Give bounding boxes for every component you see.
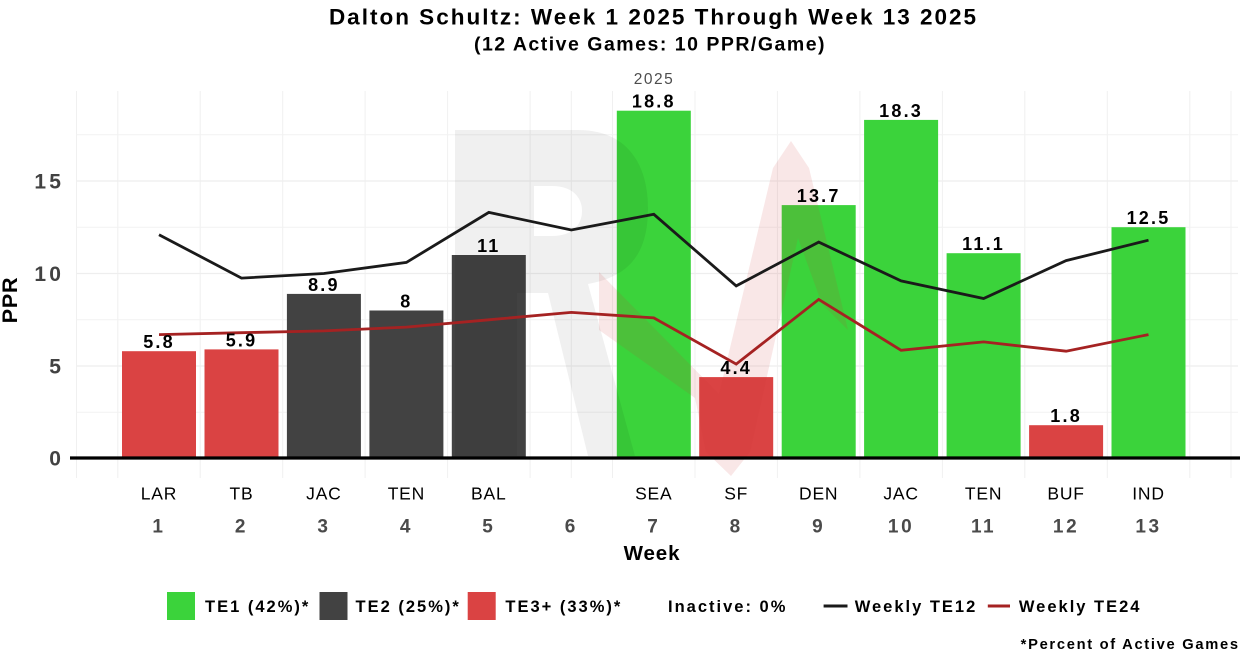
svg-text:Dalton Schultz: Week 1 2025 Th: Dalton Schultz: Week 1 2025 Through Week… xyxy=(329,4,978,29)
svg-text:8: 8 xyxy=(730,517,743,538)
svg-text:8.9: 8.9 xyxy=(308,275,340,295)
svg-text:1: 1 xyxy=(152,517,165,538)
svg-text:TE1 (42%)*: TE1 (42%)* xyxy=(205,598,310,616)
svg-text:SEA: SEA xyxy=(635,483,672,503)
svg-text:JAC: JAC xyxy=(883,483,918,503)
svg-text:PPR: PPR xyxy=(0,277,22,324)
svg-text:12: 12 xyxy=(1053,517,1079,538)
svg-text:BUF: BUF xyxy=(1047,483,1084,503)
svg-text:7: 7 xyxy=(647,517,660,538)
svg-text:IND: IND xyxy=(1132,483,1165,503)
svg-text:SF: SF xyxy=(724,483,748,503)
svg-text:8: 8 xyxy=(400,292,412,312)
svg-text:TB: TB xyxy=(230,483,254,503)
svg-text:*Percent of Active Games: *Percent of Active Games xyxy=(1021,637,1240,653)
svg-text:JAC: JAC xyxy=(306,483,341,503)
svg-text:0: 0 xyxy=(49,448,64,471)
svg-text:LAR: LAR xyxy=(141,483,177,503)
svg-text:2: 2 xyxy=(235,517,248,538)
svg-text:BAL: BAL xyxy=(471,483,506,503)
svg-text:5: 5 xyxy=(49,356,64,379)
svg-text:Week: Week xyxy=(624,542,681,565)
svg-text:(12 Active Games: 10 PPR/Game): (12 Active Games: 10 PPR/Game) xyxy=(474,34,826,56)
svg-text:2025: 2025 xyxy=(634,71,674,88)
svg-text:5: 5 xyxy=(482,517,495,538)
svg-text:Weekly TE24: Weekly TE24 xyxy=(1019,598,1142,616)
svg-text:13: 13 xyxy=(1135,517,1161,538)
svg-text:10: 10 xyxy=(34,263,64,286)
svg-text:TE2 (25%)*: TE2 (25%)* xyxy=(356,598,461,616)
svg-text:Inactive: 0%: Inactive: 0% xyxy=(668,598,787,616)
svg-text:18.3: 18.3 xyxy=(879,101,923,121)
svg-text:5.8: 5.8 xyxy=(143,332,175,352)
svg-text:TEN: TEN xyxy=(388,483,425,503)
svg-text:12.5: 12.5 xyxy=(1127,208,1171,228)
svg-text:6: 6 xyxy=(565,517,578,538)
svg-text:4: 4 xyxy=(400,517,413,538)
svg-text:TEN: TEN xyxy=(965,483,1002,503)
svg-text:Weekly TE12: Weekly TE12 xyxy=(855,598,978,616)
svg-text:11.1: 11.1 xyxy=(962,234,1005,254)
svg-text:15: 15 xyxy=(34,171,64,194)
svg-text:11: 11 xyxy=(971,517,996,538)
svg-text:13.7: 13.7 xyxy=(797,186,841,206)
svg-text:9: 9 xyxy=(812,517,825,538)
svg-text:DEN: DEN xyxy=(799,483,838,503)
svg-text:4.4: 4.4 xyxy=(720,358,752,378)
svg-text:1.8: 1.8 xyxy=(1050,406,1082,426)
svg-text:10: 10 xyxy=(888,517,914,538)
svg-text:3: 3 xyxy=(317,517,330,538)
svg-text:5.9: 5.9 xyxy=(226,330,258,350)
svg-text:18.8: 18.8 xyxy=(632,92,676,112)
svg-text:11: 11 xyxy=(477,236,500,256)
svg-text:TE3+ (33%)*: TE3+ (33%)* xyxy=(505,598,622,616)
